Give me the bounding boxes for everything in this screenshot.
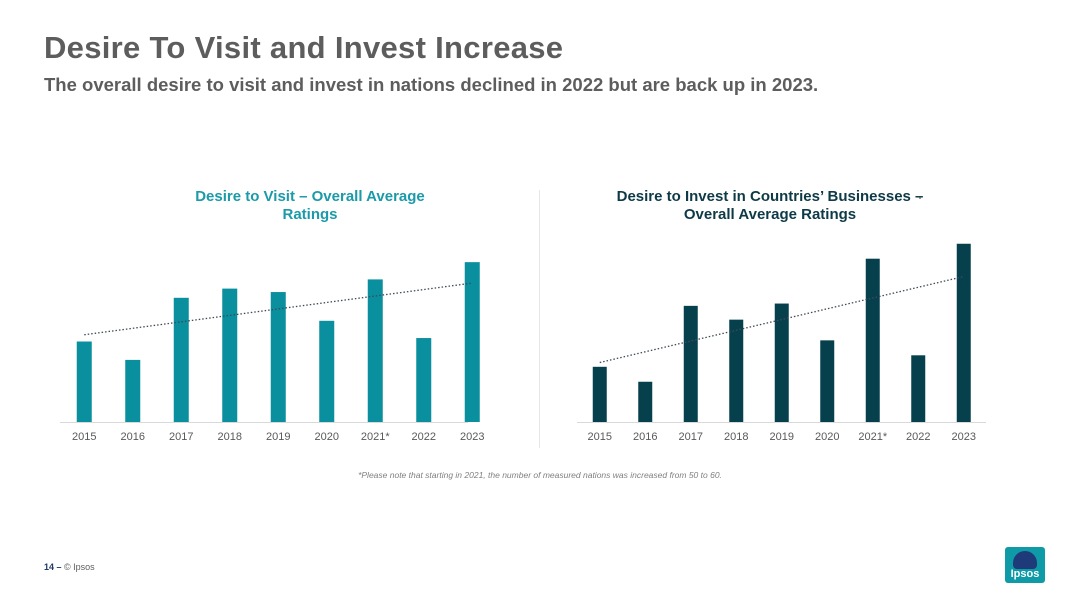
invest-bar: [774, 303, 789, 422]
invest-bar: [592, 366, 607, 422]
slide-subtitle: The overall desire to visit and invest i…: [44, 74, 819, 95]
invest-tick-label: 2016: [633, 431, 657, 443]
invest-bar: [729, 319, 744, 422]
visit-bar: [76, 341, 92, 422]
visit-tick-label: 2019: [266, 431, 290, 443]
footer-separator: –: [54, 562, 65, 572]
visit-chart: 2015 2016 2017 2018 2019 2020 2021* 2022 2023: [60, 180, 500, 450]
visit-bar: [270, 292, 286, 422]
visit-tick-label: 2023: [460, 431, 484, 443]
visit-tick-label: 2022: [412, 431, 436, 443]
visit-bar: [173, 297, 189, 422]
invest-chart-title: Desire to Invest in Countries’ Businesse…: [616, 188, 924, 223]
invest-tick-label: 2015: [588, 431, 612, 443]
visit-tick-label: 2018: [218, 431, 242, 443]
invest-tick-label: 2023: [952, 431, 976, 443]
invest-chart: 2015 2016 2017 2018 2019 2020 2021* 2022 2023: [575, 180, 1015, 450]
slide-title: Desire To Visit and Invest Increase: [44, 30, 564, 65]
footer: 14 – © Ipsos: [44, 562, 95, 572]
invest-bar: [820, 340, 835, 422]
invest-tick-label: 2020: [815, 431, 839, 443]
visit-tick-label: 2017: [169, 431, 193, 443]
invest-tick-label: 2017: [679, 431, 703, 443]
page-number: 14: [44, 562, 55, 572]
visit-bar: [367, 279, 383, 422]
visit-bar: [125, 359, 141, 422]
logo-text: Ipsos: [1010, 568, 1040, 580]
invest-tick-label: 2019: [770, 431, 794, 443]
logo-mark: [1013, 551, 1037, 569]
invest-chart-svg: 2015 2016 2017 2018 2019 2020 2021* 2022 2023: [577, 243, 986, 443]
invest-bar: [956, 243, 971, 422]
invest-bar: [911, 355, 926, 422]
stray-dot: [919, 197, 921, 199]
invest-tick-label: 2022: [906, 431, 930, 443]
invest-bar: [638, 381, 653, 422]
visit-chart-title: Desire to Visit – Overall Average Rating…: [195, 188, 425, 223]
invest-trendline: [599, 275, 964, 364]
visit-bar: [319, 320, 335, 422]
visit-trendline: [84, 282, 473, 336]
visit-tick-label: 2015: [72, 431, 96, 443]
invest-tick-label: 2018: [724, 431, 748, 443]
visit-bar: [416, 338, 432, 422]
chart-divider: [539, 190, 540, 448]
footnote: *Please note that starting in 2021, the …: [358, 470, 722, 480]
visit-tick-label: 2020: [315, 431, 339, 443]
visit-bar: [464, 262, 480, 422]
invest-tick-label: 2021*: [858, 431, 887, 443]
copyright: © Ipsos: [64, 562, 95, 572]
invest-bar: [865, 258, 880, 422]
visit-tick-label: 2021*: [361, 431, 390, 443]
visit-chart-svg: 2015 2016 2017 2018 2019 2020 2021* 2022 2023: [60, 262, 484, 443]
ipsos-logo: Ipsos: [1005, 547, 1045, 583]
visit-tick-label: 2016: [121, 431, 145, 443]
invest-bar: [683, 305, 698, 422]
visit-bar: [222, 288, 238, 422]
